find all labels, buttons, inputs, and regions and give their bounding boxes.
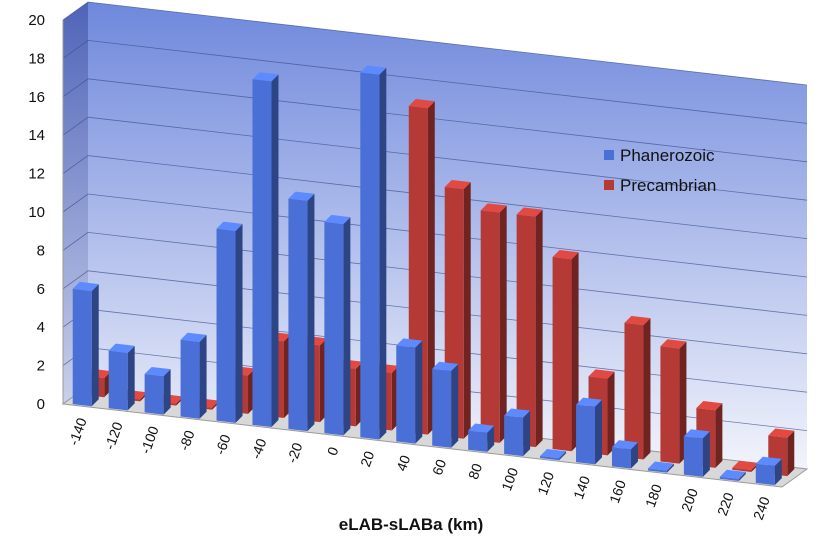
legend-label-precambrian: Precambrian: [620, 176, 716, 195]
x-tick-label: -20: [284, 440, 306, 465]
x-tick-label: 200: [678, 486, 701, 514]
bar-phanerozoic--100: [144, 366, 171, 415]
y-tick-label: 2: [37, 358, 45, 375]
x-tick-label: -100: [137, 424, 162, 456]
bar-precambrian-160: [624, 315, 651, 460]
legend: Phanerozoic Precambrian: [604, 146, 716, 195]
x-tick-label: 40: [393, 453, 413, 473]
bar-phanerozoic--140: [72, 281, 99, 407]
bar-precambrian-100: [516, 207, 543, 448]
bar-phanerozoic-100: [504, 408, 531, 457]
bar-phanerozoic-0: [324, 214, 351, 436]
bar-phanerozoic-80: [468, 423, 495, 452]
gridline: [62, 155, 808, 239]
legend-swatch-phanerozoic: [604, 150, 614, 160]
bar-precambrian-120: [552, 250, 579, 452]
bar-phanerozoic--80: [180, 332, 207, 419]
bar-phanerozoic-140: [576, 397, 603, 465]
bar-phanerozoic-20: [360, 65, 387, 440]
bar-phanerozoic-40: [396, 338, 423, 444]
bar-phanerozoic-180: [647, 461, 674, 473]
bar-phanerozoic--40: [252, 72, 279, 428]
gridline: [62, 1, 808, 86]
gridline: [62, 78, 808, 163]
x-tick-label: 120: [534, 469, 557, 497]
x-tick-label: -60: [212, 432, 234, 457]
x-tick-label: -80: [176, 428, 198, 453]
legend-swatch-precambrian: [604, 180, 614, 190]
y-tick-label: 6: [37, 281, 45, 298]
x-tick-label: 140: [570, 474, 593, 502]
x-tick-label: 180: [642, 482, 665, 510]
bars: [72, 65, 795, 486]
bar-phanerozoic-160: [611, 440, 638, 469]
x-tick-label: 160: [606, 478, 629, 506]
bar-phanerozoic-120: [540, 449, 567, 461]
gridline: [62, 193, 808, 278]
x-tick-label: 220: [714, 490, 737, 518]
gridline: [62, 39, 808, 124]
y-tick-label: 0: [37, 396, 45, 413]
y-tick-label: 16: [28, 89, 45, 106]
bar-precambrian-220: [732, 460, 759, 472]
bar-phanerozoic--20: [288, 191, 315, 432]
x-tick-label: 100: [498, 465, 521, 493]
bar-phanerozoic-200: [683, 429, 710, 477]
gridline: [62, 116, 808, 201]
y-tick-label: 8: [37, 242, 45, 259]
bar-phanerozoic--60: [216, 221, 243, 423]
y-tick-label: 4: [37, 319, 45, 336]
bar-precambrian-180: [660, 339, 687, 464]
bar-precambrian-80: [480, 203, 507, 443]
y-tick-label: 18: [28, 50, 45, 67]
x-axis-label: eLAB-sLABa (km): [339, 515, 484, 534]
y-axis-ticks: 0 2 4 6 8 10 12 14 16 18 20: [28, 12, 45, 413]
y-tick-label: 14: [28, 127, 45, 144]
bar-phanerozoic--120: [108, 343, 135, 411]
y-tick-label: 12: [28, 166, 45, 183]
bar-phanerozoic-220: [719, 469, 746, 481]
y-tick-label: 20: [28, 12, 45, 29]
x-tick-label: 240: [750, 494, 773, 522]
legend-label-phanerozoic: Phanerozoic: [620, 146, 715, 165]
x-tick-label: 20: [357, 449, 377, 469]
bar-phanerozoic-240: [755, 456, 782, 486]
x-tick-label: 0: [324, 444, 342, 457]
x-tick-label: -40: [248, 436, 270, 461]
x-tick-label: -140: [65, 415, 90, 447]
x-tick-label: 60: [429, 457, 449, 477]
y-tick-label: 10: [28, 204, 45, 221]
x-tick-label: 80: [465, 461, 485, 481]
bar-phanerozoic-60: [432, 361, 459, 448]
x-tick-label: -120: [101, 420, 126, 452]
